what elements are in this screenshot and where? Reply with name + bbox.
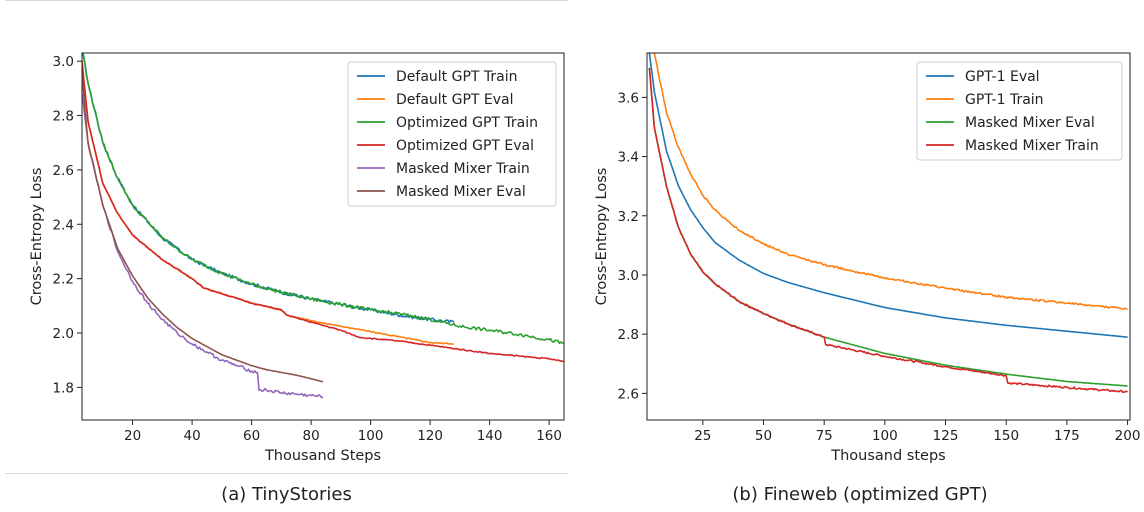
y-tick-label: 2.8 [53, 109, 74, 125]
x-tick-label: 175 [1054, 428, 1080, 444]
x-tick-label: 100 [872, 428, 898, 444]
x-tick-label: 140 [477, 428, 503, 444]
bottom-divider [5, 473, 568, 474]
y-axis-label: Cross-Entropy Loss [29, 168, 45, 306]
x-axis-label: Thousand steps [830, 448, 945, 464]
y-axis-label: Cross-Entropy Loss [594, 168, 610, 306]
x-tick-label: 50 [755, 428, 772, 444]
series-line-gpt-1-eval [648, 53, 1128, 338]
series-line-masked-mixer-train [82, 93, 324, 399]
x-tick-label: 40 [183, 428, 200, 444]
series-line-masked-mixer-train [648, 67, 1129, 394]
plot-frame [81, 52, 565, 421]
plot-frame [646, 52, 1131, 421]
y-tick-label: 2.8 [618, 327, 639, 343]
x-tick-label: 60 [243, 428, 260, 444]
y-tick-label: 3.0 [618, 268, 639, 284]
legend-entry: Optimized GPT Train [396, 115, 538, 131]
legend-entry: Default GPT Eval [396, 92, 514, 108]
x-tick-label: 120 [417, 428, 443, 444]
caption-left: (a) TinyStories [221, 484, 352, 505]
x-tick-label: 80 [303, 428, 320, 444]
legend-entry: GPT-1 Eval [965, 69, 1040, 85]
x-tick-label: 75 [816, 428, 833, 444]
x-tick-label: 160 [536, 428, 562, 444]
series-line-optimized-gpt-train [82, 53, 564, 345]
y-tick-label: 2.2 [53, 272, 74, 288]
y-tick-label: 2.0 [53, 326, 74, 342]
top-divider [5, 0, 568, 1]
y-tick-label: 3.0 [53, 54, 74, 70]
x-axis-label: Thousand Steps [264, 448, 381, 464]
legend-entry: Masked Mixer Eval [396, 184, 526, 200]
legend-entry: Masked Mixer Train [396, 161, 530, 177]
series-line-optimized-gpt-eval [82, 61, 564, 363]
y-tick-label: 2.6 [53, 163, 74, 179]
x-tick-label: 100 [358, 428, 384, 444]
legend: GPT-1 Eval GPT-1 Train Masked Mixer Eval Ma… [916, 61, 1123, 161]
legend: Default GPT Train Default GPT Eval Optimiz… [347, 61, 557, 207]
x-tick-label: 200 [1115, 428, 1141, 444]
y-tick-label: 2.4 [53, 217, 74, 233]
x-tick-label: 20 [124, 428, 141, 444]
legend-entry: Masked Mixer Train [965, 138, 1099, 154]
legend-entry: Masked Mixer Eval [965, 115, 1095, 131]
legend-entry: GPT-1 Train [965, 92, 1044, 108]
chart-fineweb: 25 50 75 100 125 150 175 200 2.6 2.8 3.0 3.2 3.4 3.6 T… [594, 52, 1141, 464]
x-tick-label: 25 [694, 428, 711, 444]
series-line-gpt-1-train [653, 53, 1128, 310]
series-line-masked-mixer-eval [82, 74, 324, 383]
x-tick-label: 125 [933, 428, 959, 444]
series-lines [82, 53, 564, 399]
caption-right: (b) Fineweb (optimized GPT) [732, 484, 988, 505]
chart-tinystories: 20 40 60 80 100 120 140 160 1.8 2.0 2.2 2.4 2.6 2.8 3.… [29, 52, 565, 464]
legend-entry: Default GPT Train [396, 69, 518, 85]
y-tick-label: 1.8 [53, 380, 74, 396]
y-tick-label: 3.6 [618, 90, 639, 106]
y-tick-label: 3.4 [618, 150, 639, 166]
y-tick-label: 3.2 [618, 209, 639, 225]
legend-entry: Optimized GPT Eval [396, 138, 534, 154]
y-tick-label: 2.6 [618, 386, 639, 402]
series-lines [648, 53, 1129, 394]
x-tick-label: 150 [993, 428, 1019, 444]
